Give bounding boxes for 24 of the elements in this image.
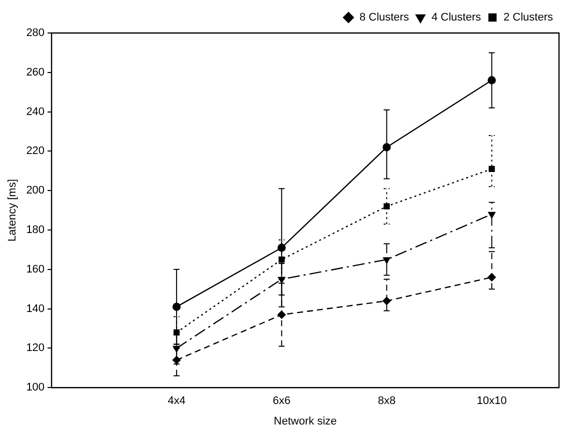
point [384, 203, 390, 210]
x-tick-label: 6x6 [272, 395, 291, 408]
legend-label: 8 Clusters [359, 12, 410, 24]
y-tick-label: 100 [26, 382, 45, 394]
y-tick-label: 280 [26, 27, 45, 40]
y-tick-label: 220 [26, 145, 45, 158]
y-tick-label: 260 [26, 66, 45, 78]
y-tick-label: 120 [26, 342, 45, 354]
x-tick-label: 8x8 [378, 395, 396, 408]
x-tick-label: 10x10 [476, 395, 507, 408]
point [382, 296, 391, 306]
x-axis-title: Network size [274, 415, 337, 428]
point [383, 257, 390, 264]
y-axis-title: Latency [ms] [6, 179, 19, 242]
y-tick-label: 200 [26, 184, 45, 197]
y-tick-label: 140 [26, 302, 45, 315]
y-tick-label: 180 [26, 224, 45, 236]
legend-label: 4 Clusters [431, 12, 482, 24]
legend-label: 2 Clusters [503, 12, 554, 24]
y-tick-label: 240 [26, 106, 45, 118]
point [488, 166, 495, 172]
y-tick-label: 160 [26, 263, 45, 276]
x-tick-label: 4x4 [168, 395, 186, 408]
point [278, 310, 286, 319]
